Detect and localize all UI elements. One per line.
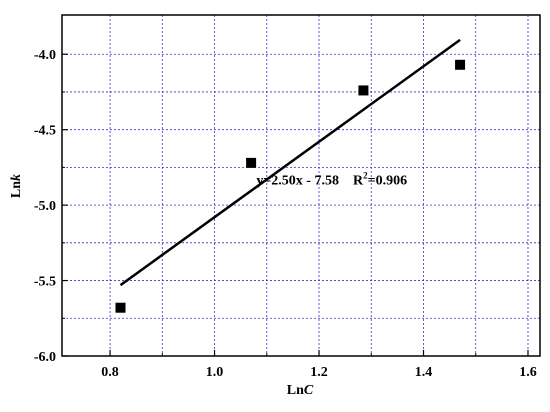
y-tick-label: -4.5 (34, 124, 56, 139)
x-tick-label: 1.4 (415, 365, 433, 380)
y-label-italic: k (9, 174, 24, 181)
data-point (246, 157, 257, 168)
y-tick-label: -5.5 (34, 275, 56, 290)
y-axis-label: Lnk (9, 174, 24, 198)
x-axis-label: LnC (287, 383, 314, 398)
x-tick-label: 0.8 (101, 365, 119, 380)
annotation: y=2.50x - 7.58 R2=0.906 (256, 170, 407, 188)
x-label-italic: C (304, 383, 314, 398)
data-point (455, 59, 466, 70)
x-label-text: Ln (287, 383, 304, 398)
y-tick-label: -5.0 (34, 199, 56, 214)
x-tick-label: 1.6 (519, 365, 537, 380)
y-tick-label: -6.0 (34, 350, 56, 365)
equation: y=2.50x - 7.58 (256, 173, 339, 188)
y-label-text: Ln (9, 181, 24, 198)
x-tick-label: 1.0 (206, 365, 224, 380)
r2-sup: 2 (363, 170, 368, 180)
r2-value: =0.906 (368, 173, 407, 188)
r2-label: R (353, 173, 364, 188)
y-tick-label: -4.0 (34, 48, 56, 63)
data-point (115, 302, 126, 313)
x-tick-label: 1.2 (310, 365, 328, 380)
data-point (358, 85, 369, 96)
fit-line (119, 38, 461, 287)
plot-frame (61, 14, 541, 357)
